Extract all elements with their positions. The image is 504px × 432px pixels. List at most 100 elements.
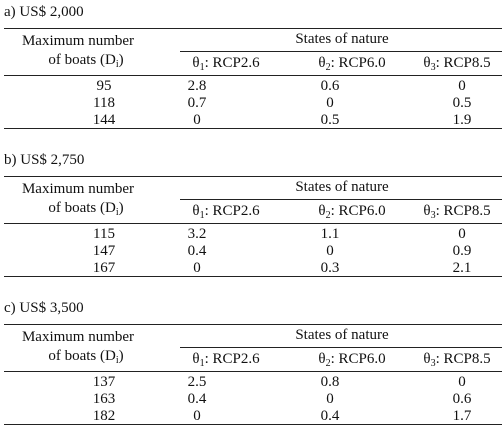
cell: 0.5 (320, 112, 340, 128)
cell: 0 (326, 391, 334, 407)
symbol: θ (192, 203, 200, 219)
label: : RCP8.5 (435, 55, 491, 71)
label: : RCP6.0 (330, 351, 386, 367)
label: : RCP8.5 (435, 203, 491, 219)
cell: 0.7 (187, 95, 207, 111)
column-header: θ2: RCP6.0 (318, 55, 386, 73)
stub-text: ) (118, 348, 124, 364)
symbol: θ (192, 55, 200, 71)
top-rule (4, 28, 502, 29)
stub-line: of boats (Di) (48, 348, 124, 366)
label: : RCP2.6 (204, 55, 260, 71)
cell: 2.8 (187, 78, 207, 94)
cell: 95 (96, 78, 112, 94)
cell: 0.4 (187, 391, 207, 407)
column-header: θ1: RCP2.6 (192, 351, 260, 369)
stub-text: ) (118, 200, 124, 216)
stub-line: of boats (Di) (48, 52, 124, 70)
bottom-rule (4, 276, 502, 277)
cell: 0 (193, 260, 201, 276)
column-header: θ1: RCP2.6 (192, 55, 260, 73)
symbol: θ (318, 351, 326, 367)
cell: 0.8 (320, 374, 340, 390)
label: : RCP6.0 (330, 203, 386, 219)
cell: 0 (458, 226, 466, 242)
stub-text: of boats (D (48, 348, 116, 364)
cell: 163 (92, 391, 116, 407)
subscript: i (115, 59, 119, 70)
cell: 0.5 (452, 95, 472, 111)
cell: 0 (326, 243, 334, 259)
cell: 0.6 (452, 391, 472, 407)
subscript: 3 (430, 358, 436, 369)
label: : RCP2.6 (204, 203, 260, 219)
top-rule (4, 324, 502, 325)
cell: 182 (92, 408, 116, 424)
header-rule (4, 371, 502, 372)
subscript: 3 (430, 62, 436, 73)
stub-text: ) (118, 52, 124, 68)
group-rule (180, 51, 502, 52)
column-header: θ3: RCP8.5 (423, 351, 491, 369)
subscript: 1 (199, 358, 205, 369)
cell: 144 (92, 112, 116, 128)
label: : RCP8.5 (435, 351, 491, 367)
cell: 115 (93, 226, 115, 242)
symbol: θ (423, 55, 431, 71)
symbol: θ (318, 203, 326, 219)
group-header: States of nature (295, 31, 389, 47)
cell: 0.4 (320, 408, 340, 424)
label: : RCP2.6 (204, 351, 260, 367)
cell: 1.7 (452, 408, 472, 424)
top-rule (4, 176, 502, 177)
cell: 1.9 (452, 112, 472, 128)
cell: 0 (326, 95, 334, 111)
column-header: θ3: RCP8.5 (423, 55, 491, 73)
stub-line: Maximum number (21, 329, 135, 345)
subscript: 2 (325, 62, 331, 73)
subscript: 1 (199, 62, 205, 73)
stub-line: Maximum number (21, 33, 135, 49)
bottom-rule (4, 424, 502, 425)
column-header: θ1: RCP2.6 (192, 203, 260, 221)
cell: 167 (92, 260, 116, 276)
group-rule (180, 347, 502, 348)
header-rule (4, 75, 502, 76)
symbol: θ (192, 351, 200, 367)
cell: 137 (92, 374, 116, 390)
column-header: θ3: RCP8.5 (423, 203, 491, 221)
cell: 2.5 (187, 374, 207, 390)
symbol: θ (423, 351, 431, 367)
cell: 0.4 (187, 243, 207, 259)
label: : RCP6.0 (330, 55, 386, 71)
header-rule (4, 223, 502, 224)
group-header: States of nature (295, 179, 389, 195)
subscript: 2 (325, 358, 331, 369)
cell: 2.1 (452, 260, 472, 276)
cell: 0 (193, 408, 201, 424)
stub-line: of boats (Di) (48, 200, 124, 218)
subscript: 2 (325, 210, 331, 221)
stub-text: of boats (D (48, 52, 116, 68)
cell: 0 (193, 112, 201, 128)
cell: 0 (458, 78, 466, 94)
table-title: b) US$ 2,750 (4, 152, 85, 168)
symbol: θ (423, 203, 431, 219)
subscript: i (115, 355, 119, 366)
cell: 3.2 (187, 226, 207, 242)
cell: 0.9 (452, 243, 472, 259)
subscript: i (115, 207, 119, 218)
group-header: States of nature (295, 327, 389, 343)
cell: 0.6 (320, 78, 340, 94)
cell: 0 (458, 374, 466, 390)
cell: 147 (92, 243, 116, 259)
column-header: θ2: RCP6.0 (318, 351, 386, 369)
cell: 1.1 (320, 226, 340, 242)
cell: 118 (93, 95, 115, 111)
table-title: c) US$ 3,500 (4, 300, 84, 316)
group-rule (180, 199, 502, 200)
subscript: 1 (199, 210, 205, 221)
subscript: 3 (430, 210, 436, 221)
cell: 0.3 (320, 260, 340, 276)
